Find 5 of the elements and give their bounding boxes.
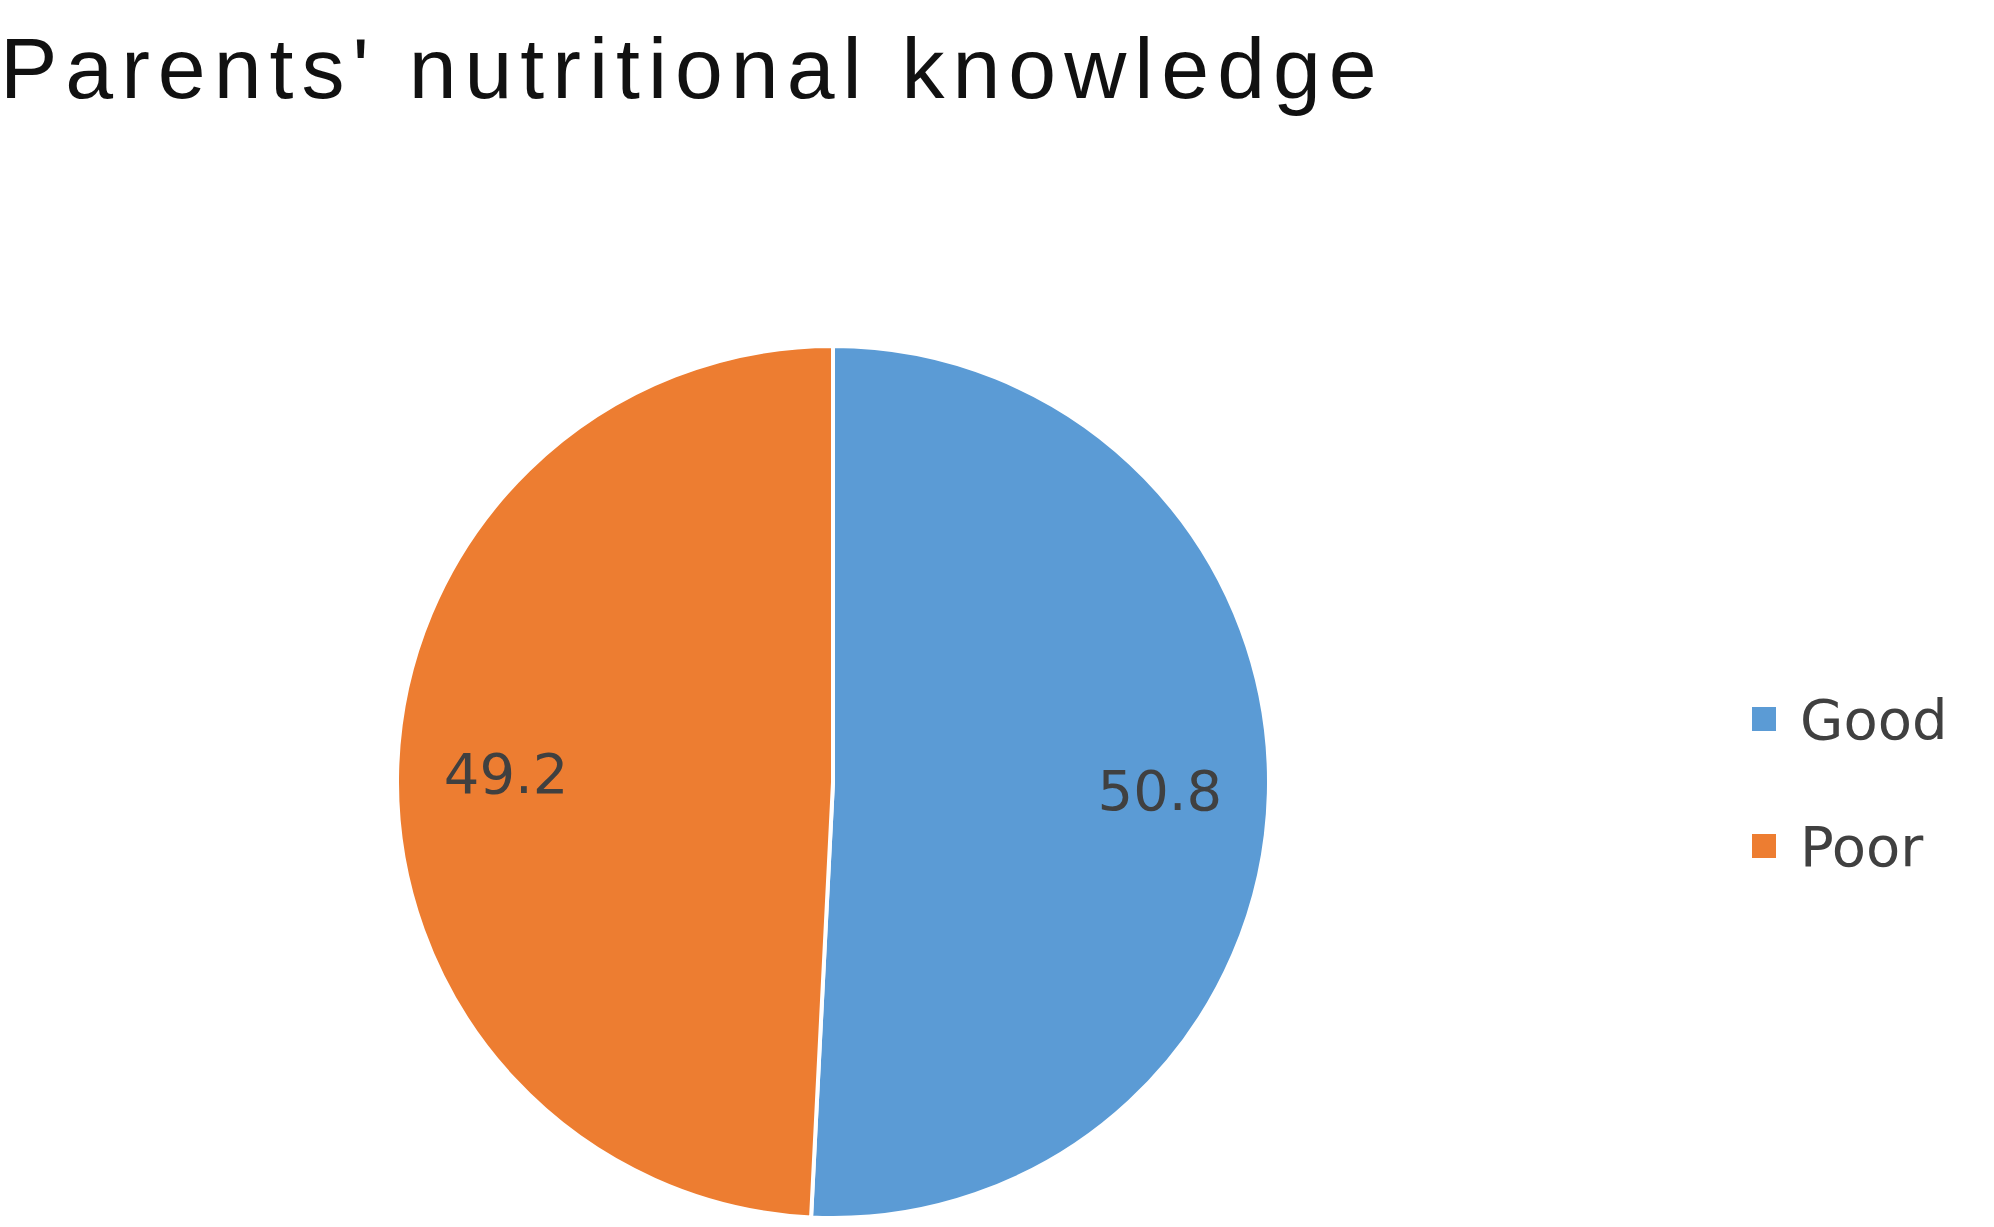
- data-label: 49.2: [443, 741, 569, 807]
- legend-label: Poor: [1800, 813, 1925, 879]
- data-label: 50.8: [1097, 757, 1223, 823]
- legend-label: Good: [1800, 686, 1948, 752]
- chart-title: Parents' nutritional knowledge: [0, 20, 1385, 116]
